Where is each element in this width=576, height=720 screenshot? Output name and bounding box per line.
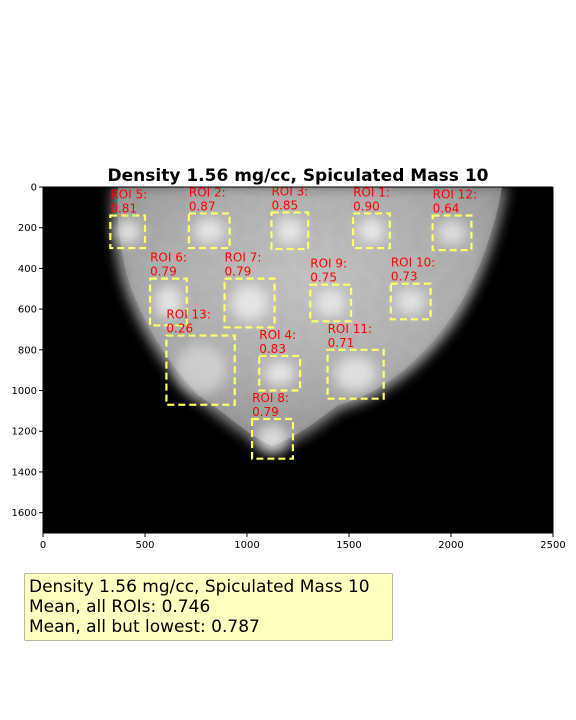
roi-label: ROI 9: — [310, 257, 347, 271]
roi-label: ROI 12: — [433, 187, 477, 201]
y-tick-label: 400 — [18, 264, 37, 275]
summary-box: Density 1.56 mg/cc, Spiculated Mass 10 M… — [24, 573, 393, 641]
mammogram-image — [43, 187, 553, 533]
roi-value: 0.64 — [433, 201, 460, 215]
mass-blob — [395, 288, 426, 315]
y-tick-label: 1400 — [12, 467, 37, 478]
y-tick-label: 1200 — [12, 427, 37, 438]
mass-highlights — [114, 217, 467, 454]
mass-blob — [174, 345, 227, 396]
x-tick-label: 500 — [135, 540, 154, 551]
roi-box — [109, 214, 147, 250]
roi-box — [258, 354, 302, 392]
x-tick-label: 2000 — [438, 540, 463, 551]
roi-value: 0.85 — [271, 198, 298, 212]
roi-box — [431, 214, 473, 252]
y-tick-label: 200 — [18, 223, 37, 234]
roi-box — [223, 277, 276, 329]
roi-value: 0.90 — [353, 199, 380, 213]
x-tick-label: 1500 — [336, 540, 361, 551]
roi-box — [270, 211, 310, 251]
roi-box — [251, 417, 295, 460]
roi-label: ROI 6: — [150, 251, 187, 265]
roi-box — [389, 282, 432, 321]
roi-value: 0.79 — [150, 265, 177, 279]
summary-line-mean-but-lowest: Mean, all but lowest: 0.787 — [29, 617, 260, 637]
y-tick-label: 1600 — [12, 508, 37, 519]
roi-label: ROI 4: — [259, 328, 296, 342]
roi-value: 0.83 — [259, 342, 286, 356]
roi-label: ROI 1: — [353, 185, 390, 199]
mass-blob — [154, 285, 183, 319]
mass-blob — [114, 220, 141, 244]
y-tick-label: 0 — [31, 183, 37, 194]
x-tick-label: 1000 — [234, 540, 259, 551]
x-axis: 0 500 1000 1500 2000 2500 — [40, 533, 566, 551]
y-axis: 0 200 400 600 800 1000 1200 1400 1600 — [12, 183, 43, 519]
mass-blob — [437, 220, 467, 246]
y-tick-label: 600 — [18, 305, 37, 316]
roi-value: 0.26 — [166, 322, 193, 336]
roi-value: 0.71 — [328, 336, 355, 350]
mass-blob — [357, 218, 386, 244]
roi-label: ROI 3: — [271, 184, 308, 198]
roi-label: ROI 8: — [252, 391, 289, 405]
roi-value: 0.79 — [252, 405, 279, 419]
mass-blob — [264, 360, 296, 386]
roi-value: 0.79 — [225, 265, 252, 279]
roi-value: 0.73 — [391, 270, 418, 284]
roi-label: ROI 7: — [225, 251, 262, 265]
roi-box — [187, 212, 231, 250]
roi-labels: ROI 1:0.90 ROI 2:0.87 ROI 3:0.85 ROI 5:0.81… — [110, 184, 477, 419]
mass-blob — [230, 285, 269, 321]
mass-blob — [275, 217, 304, 244]
x-tick-label: 2500 — [540, 540, 565, 551]
mass-blob — [193, 218, 225, 244]
roi-box — [309, 283, 353, 323]
chart-title: Density 1.56 mg/cc, Spiculated Mass 10 — [108, 166, 489, 186]
summary-line-mean-all: Mean, all ROIs: 0.746 — [29, 597, 211, 617]
roi-value: 0.75 — [310, 271, 337, 285]
roi-boxes — [109, 211, 473, 460]
mass-blob — [256, 424, 289, 454]
y-tick-label: 800 — [18, 345, 37, 356]
roi-value: 0.81 — [110, 201, 137, 215]
roi-label: ROI 5: — [110, 187, 147, 201]
roi-label: ROI 10: — [391, 256, 435, 270]
roi-value: 0.87 — [189, 199, 216, 213]
roi-label: ROI 2: — [189, 185, 226, 199]
x-tick-label: 0 — [40, 540, 46, 551]
roi-label: ROI 13: — [166, 308, 210, 322]
mass-blob — [334, 356, 377, 392]
roi-box — [165, 334, 236, 406]
y-tick-label: 1000 — [12, 386, 37, 397]
mass-blob — [315, 289, 347, 317]
summary-line-density: Density 1.56 mg/cc, Spiculated Mass 10 — [29, 577, 370, 597]
roi-box — [326, 348, 385, 400]
roi-box — [351, 212, 391, 250]
roi-box — [149, 277, 188, 327]
roi-label: ROI 11: — [328, 322, 372, 336]
